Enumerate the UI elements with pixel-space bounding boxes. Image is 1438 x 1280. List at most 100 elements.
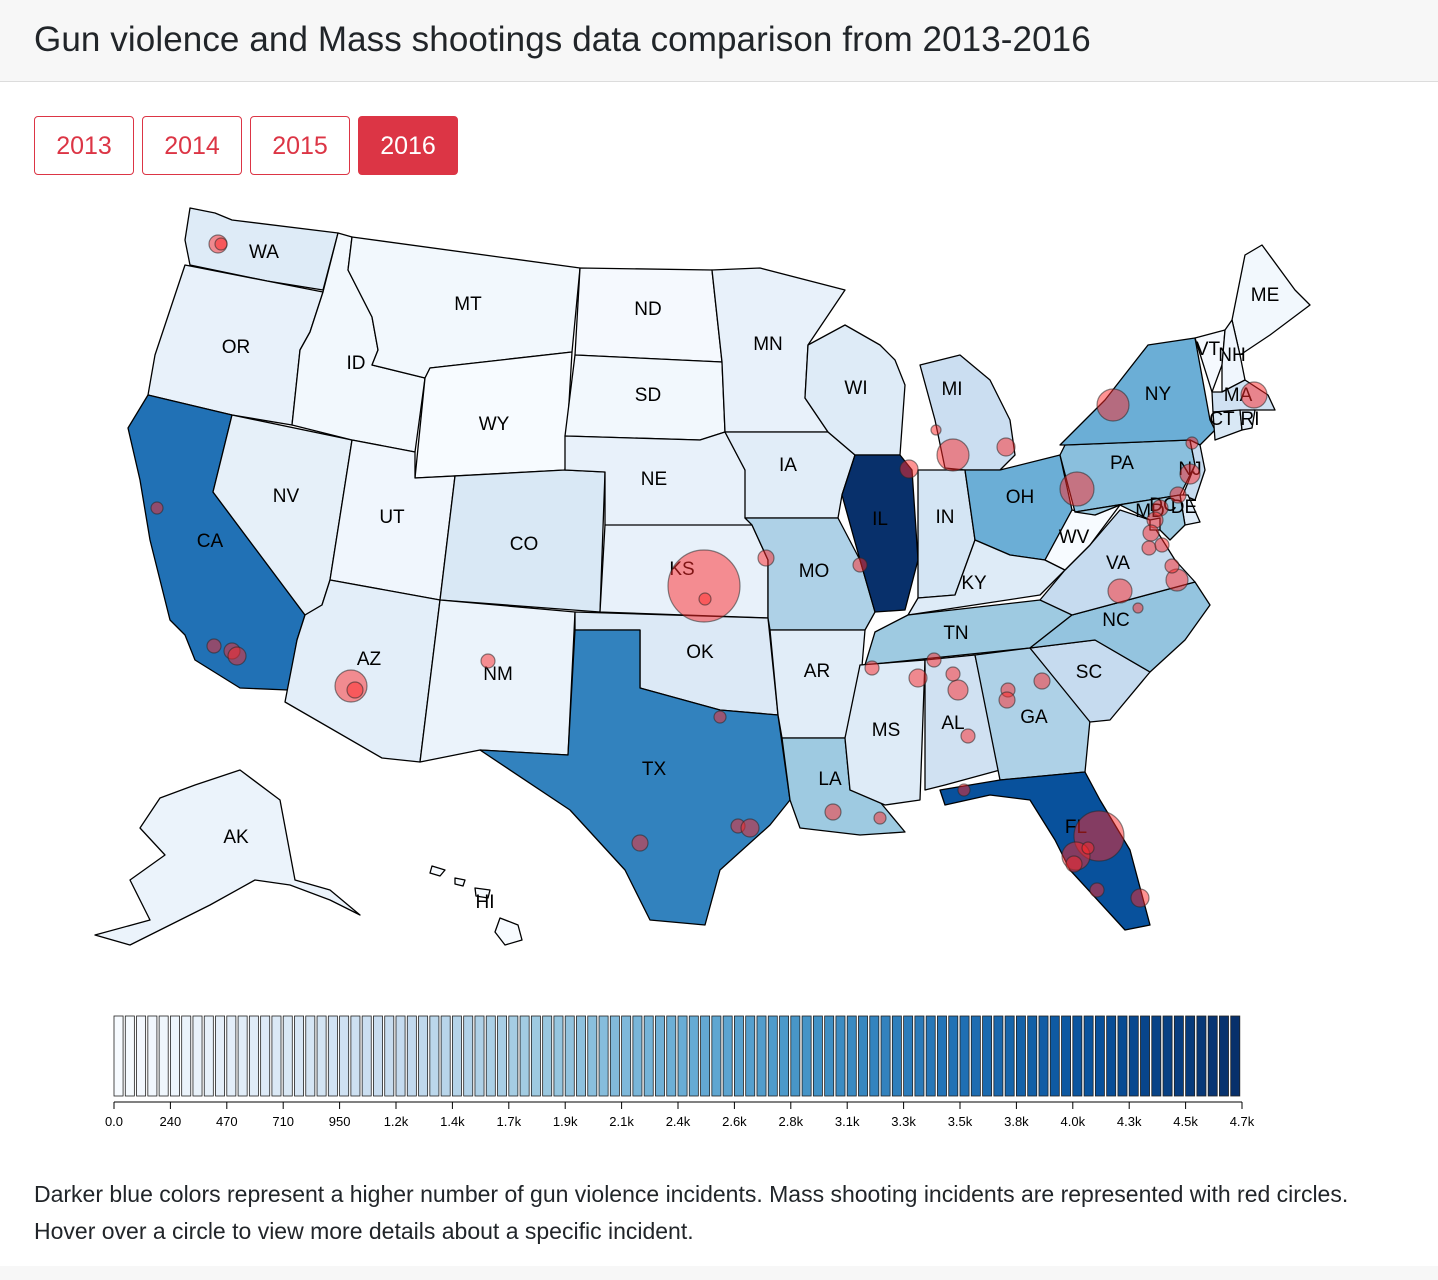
state-il[interactable] — [841, 454, 919, 613]
state-nc[interactable] — [1029, 581, 1211, 673]
mass-shooting-circle[interactable] — [864, 660, 880, 676]
mass-shooting-circle[interactable] — [873, 811, 887, 825]
year-button-2013[interactable]: 2013 — [34, 116, 134, 175]
legend-swatch — [1140, 1015, 1150, 1097]
mass-shooting-circle[interactable] — [1179, 463, 1201, 485]
legend-swatch — [1027, 1015, 1038, 1097]
legend-swatch — [824, 1015, 835, 1097]
legend-swatch — [1083, 1015, 1094, 1097]
state-label-ny: NY — [1145, 384, 1172, 405]
year-button-2016[interactable]: 2016 — [358, 116, 458, 175]
state-ga[interactable] — [974, 647, 1091, 781]
mass-shooting-circle[interactable] — [1142, 524, 1160, 542]
mass-shooting-circle[interactable] — [1132, 602, 1144, 614]
mass-shooting-circle[interactable] — [957, 783, 971, 797]
state-tx[interactable] — [479, 629, 791, 926]
legend-swatch — [418, 1015, 429, 1097]
state-label-ca: CA — [197, 531, 224, 552]
legend-swatch — [181, 1015, 192, 1097]
mass-shooting-circle[interactable] — [930, 424, 942, 436]
state-ri[interactable] — [1239, 409, 1256, 431]
mass-shooting-circle[interactable] — [926, 652, 942, 668]
mass-shooting-circle[interactable] — [740, 818, 760, 838]
mass-shooting-circle[interactable] — [960, 728, 976, 744]
us-choropleth-map[interactable]: WAORCANVIDMTWYUTAZCONMNDSDNEKSOKTXMNIAMO… — [0, 190, 1438, 970]
mass-shooting-circle[interactable] — [698, 592, 712, 606]
state-ak[interactable] — [94, 769, 361, 946]
mass-shooting-circle[interactable] — [1185, 436, 1199, 450]
mass-shooting-circle[interactable] — [998, 691, 1016, 709]
state-wi[interactable] — [804, 324, 906, 456]
legend-swatch — [587, 1015, 598, 1097]
legend-swatch — [508, 1015, 519, 1097]
state-ny[interactable] — [1059, 337, 1216, 446]
legend-swatch — [869, 1015, 880, 1097]
mass-shooting-circle[interactable] — [631, 834, 649, 852]
mass-shooting-circle[interactable] — [1065, 855, 1083, 873]
mass-shooting-circle[interactable] — [1130, 888, 1150, 908]
mass-shooting-circle[interactable] — [824, 803, 842, 821]
mass-shooting-circle[interactable] — [1107, 578, 1133, 604]
legend-swatch — [474, 1015, 485, 1097]
mass-shooting-circle[interactable] — [908, 668, 928, 688]
page-header: Gun violence and Mass shootings data com… — [0, 0, 1438, 82]
legend-swatch — [564, 1015, 575, 1097]
mass-shooting-circle[interactable] — [1240, 381, 1268, 409]
mass-shooting-circle[interactable] — [713, 710, 727, 724]
mass-shooting-circle[interactable] — [227, 646, 247, 666]
state-co[interactable] — [439, 469, 606, 613]
mass-shooting-circle[interactable] — [480, 653, 496, 669]
mass-shooting-circle[interactable] — [945, 666, 961, 682]
mass-shooting-circle[interactable] — [947, 679, 969, 701]
mass-shooting-circle[interactable] — [1154, 537, 1170, 553]
legend-tick-label: 1.9k — [553, 1114, 578, 1129]
mass-shooting-circle[interactable] — [346, 681, 364, 699]
legend-swatch — [925, 1015, 936, 1097]
mass-shooting-circle[interactable] — [667, 549, 741, 623]
state-label-mt: MT — [454, 294, 482, 315]
mass-shooting-circle[interactable] — [1141, 540, 1157, 556]
mass-shooting-circle[interactable] — [1169, 486, 1187, 504]
legend-swatch — [858, 1015, 868, 1097]
state-label-al: AL — [941, 713, 964, 734]
legend-swatch — [327, 1015, 338, 1097]
legend-tick-label: 1.4k — [440, 1114, 465, 1129]
mass-shooting-circle[interactable] — [1033, 672, 1051, 690]
legend-tick-label: 4.3k — [1117, 1114, 1142, 1129]
mass-shooting-circle[interactable] — [206, 638, 222, 654]
year-button-2015[interactable]: 2015 — [250, 116, 350, 175]
legend-swatch — [1151, 1015, 1162, 1097]
legend-tick-label: 4.7k — [1230, 1114, 1255, 1129]
legend-swatch — [406, 1015, 417, 1097]
legend-tick-label: 3.8k — [1004, 1114, 1029, 1129]
legend-tick-label: 3.5k — [948, 1114, 973, 1129]
mass-shooting-circle[interactable] — [1059, 471, 1095, 507]
mass-shooting-circle[interactable] — [899, 459, 919, 479]
map-description: Darker blue colors represent a higher nu… — [34, 1181, 1349, 1244]
mass-shooting-circle[interactable] — [852, 557, 868, 573]
mass-shooting-circle[interactable] — [936, 438, 970, 472]
state-mt[interactable] — [347, 236, 581, 379]
state-label-la: LA — [818, 769, 842, 790]
legend-swatch — [835, 1015, 846, 1097]
mass-shooting-circle[interactable] — [1096, 388, 1130, 422]
legend-swatch — [891, 1015, 902, 1097]
legend-swatch — [609, 1015, 620, 1097]
year-button-2014[interactable]: 2014 — [142, 116, 242, 175]
mass-shooting-circle[interactable] — [1089, 882, 1105, 898]
mass-shooting-circle[interactable] — [1081, 841, 1095, 855]
state-label-tn: TN — [943, 623, 968, 644]
footer-strip — [0, 1266, 1438, 1280]
mass-shooting-circle[interactable] — [150, 501, 164, 515]
legend-swatch — [1196, 1015, 1207, 1097]
legend-swatch — [542, 1015, 553, 1097]
legend-swatch — [767, 1015, 778, 1097]
state-label-nh: NH — [1218, 345, 1245, 366]
mass-shooting-circle[interactable] — [996, 437, 1016, 457]
mass-shooting-circle[interactable] — [1164, 558, 1180, 574]
legend-swatch — [260, 1015, 271, 1097]
state-label-nm: NM — [483, 664, 513, 685]
state-hi[interactable] — [429, 865, 523, 946]
mass-shooting-circle[interactable] — [757, 549, 775, 567]
mass-shooting-circle[interactable] — [214, 237, 228, 251]
